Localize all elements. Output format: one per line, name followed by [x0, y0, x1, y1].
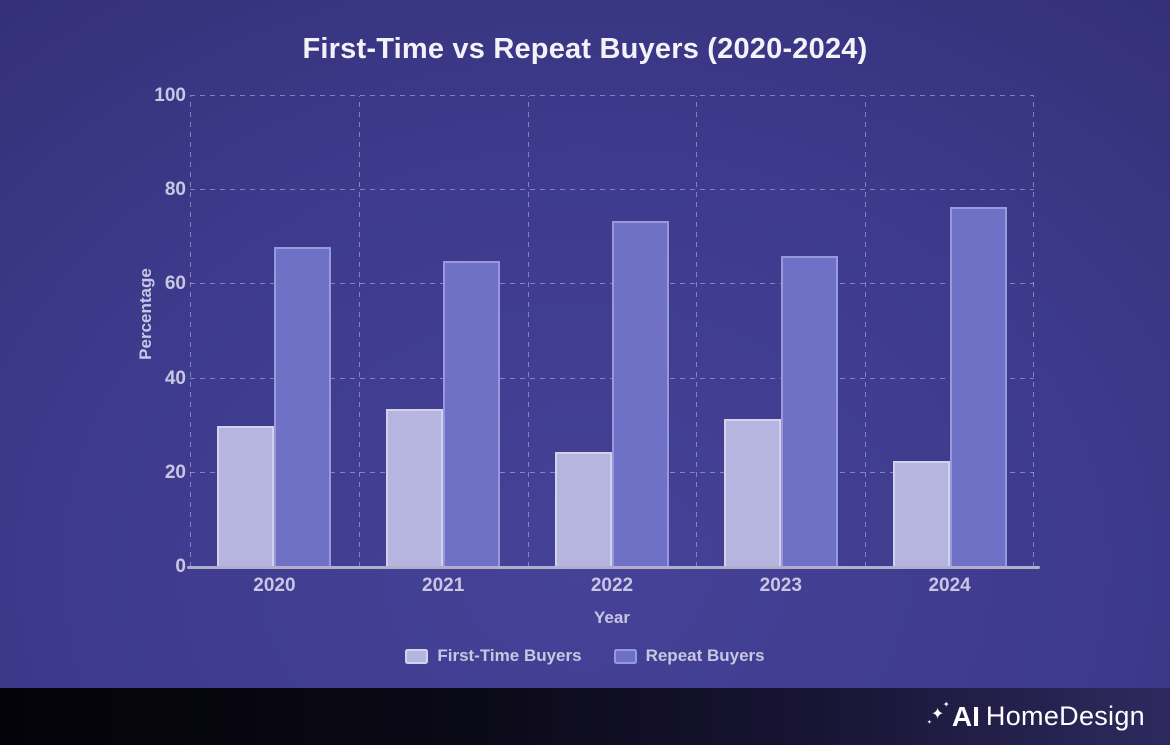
- legend-label: Repeat Buyers: [645, 646, 765, 665]
- bar-first-time-buyers-2022: [554, 451, 612, 567]
- y-tick-label-80: 80: [164, 179, 186, 201]
- bar-group-2024: [865, 96, 1034, 567]
- bar-group-2022: [528, 96, 697, 567]
- bar-group-2023: [696, 96, 865, 567]
- bar-repeat-buyers-2024: [949, 206, 1007, 567]
- bar-first-time-buyers-2024: [892, 461, 950, 567]
- footer-bar: ✦ ✦ ✦ AI HomeDesign: [0, 688, 1170, 745]
- grid-line-vertical: [527, 96, 529, 567]
- legend-swatch-icon: [613, 648, 637, 664]
- plot-area: [190, 95, 1034, 567]
- x-tick-label-2022: 2022: [590, 575, 634, 596]
- bar-repeat-buyers-2022: [611, 220, 669, 567]
- sparkle-small-icon: ✦: [942, 699, 950, 709]
- brand-logo-text-regular: HomeDesign: [985, 701, 1145, 731]
- grid-line-horizontal: [190, 189, 1034, 191]
- x-tick-label-2024: 2024: [928, 575, 971, 596]
- sparkle-tiny-icon: ✦: [926, 719, 932, 726]
- grid-line-vertical: [358, 96, 360, 567]
- x-axis-ticks: 2020 2021 2022 2023 2024: [190, 575, 1034, 597]
- bar-repeat-buyers-2023: [780, 256, 838, 567]
- grid-line-vertical: [1033, 96, 1034, 567]
- x-axis-label: Year: [594, 608, 630, 627]
- legend-item-repeat-buyers: Repeat Buyers: [613, 646, 765, 666]
- bar-group-2020: [190, 96, 359, 567]
- bar-groups: [190, 96, 1034, 567]
- y-tick-label-100: 100: [154, 85, 186, 106]
- bar-repeat-buyers-2020: [274, 246, 332, 567]
- grid-line-horizontal: [190, 95, 1034, 96]
- grid-line-vertical: [865, 96, 867, 567]
- y-tick-label-40: 40: [164, 367, 186, 389]
- legend: First-Time Buyers Repeat Buyers: [0, 646, 1170, 666]
- bar-first-time-buyers-2020: [217, 425, 275, 567]
- bar-group-2021: [359, 96, 528, 567]
- x-tick-label-2021: 2021: [422, 575, 465, 596]
- brand-logo: ✦ ✦ ✦ AI HomeDesign: [927, 700, 1145, 734]
- brand-logo-text-bold: AI: [951, 700, 980, 732]
- x-axis-line: [187, 566, 1040, 569]
- y-tick-label-60: 60: [164, 273, 186, 295]
- chart-title: First-Time vs Repeat Buyers (2020-2024): [302, 33, 868, 65]
- bar-first-time-buyers-2023: [723, 418, 781, 567]
- grid-line-vertical: [190, 96, 191, 567]
- legend-item-first-time-buyers: First-Time Buyers: [405, 646, 582, 666]
- legend-label: First-Time Buyers: [437, 646, 582, 665]
- y-tick-label-0: 0: [175, 556, 186, 577]
- bar-repeat-buyers-2021: [443, 260, 501, 567]
- x-tick-label-2023: 2023: [759, 575, 802, 596]
- x-tick-label-2020: 2020: [253, 575, 296, 596]
- y-tick-label-20: 20: [164, 461, 186, 483]
- sparkle-icon: ✦ ✦ ✦: [927, 700, 951, 734]
- sparkle-big-icon: ✦: [930, 705, 945, 723]
- grid-line-vertical: [696, 96, 698, 567]
- bar-first-time-buyers-2021: [386, 409, 444, 567]
- legend-swatch-icon: [405, 648, 429, 664]
